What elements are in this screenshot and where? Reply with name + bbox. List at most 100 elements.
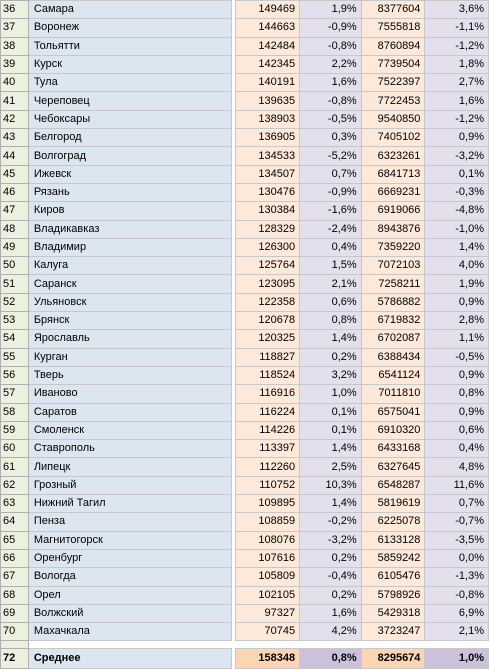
salary-fund-cell[interactable]: 6323261 [360,146,426,166]
population-cell[interactable]: 107616 [235,548,301,569]
table-row[interactable]: 60 Ставрополь 113397 1,4% 6433168 0,4% [0,439,489,459]
population-change-cell[interactable]: 4,2% [299,622,362,642]
salary-fund-cell[interactable]: 5798926 [360,585,426,605]
population-cell[interactable]: 144663 [235,18,301,38]
population-cell[interactable]: 120678 [235,311,301,331]
table-row[interactable]: 46 Рязань 130476 -0,9% 6669231 -0,3% [0,182,489,203]
salary-fund-cell[interactable]: 7739504 [360,54,426,75]
city-cell[interactable]: Калуга [27,256,232,276]
salary-change-cell[interactable]: 4,0% [424,256,489,276]
row-header[interactable]: 44 [0,146,29,166]
population-change-cell[interactable]: 1,4% [299,494,362,514]
city-cell[interactable]: Смоленск [27,420,232,441]
population-change-cell[interactable]: 0,3% [299,128,362,148]
population-change-cell[interactable]: -0,5% [299,109,362,130]
salary-fund-cell[interactable]: 6841713 [360,164,426,184]
salary-fund-cell[interactable]: 7522397 [360,73,426,93]
row-header[interactable]: 42 [0,109,29,130]
salary-change-cell[interactable]: -3,2% [424,146,489,166]
salary-change-cell[interactable]: 1,4% [424,237,489,258]
population-cell[interactable]: 134507 [235,164,301,184]
population-change-cell[interactable]: -0,2% [299,512,362,532]
population-change-cell[interactable]: -0,8% [299,36,362,56]
table-row[interactable]: 43 Белгород 136905 0,3% 7405102 0,9% [0,128,489,148]
row-header[interactable]: 46 [0,182,29,203]
city-cell[interactable]: Оренбург [27,548,232,569]
table-row[interactable]: 70 Махачкала 70745 4,2% 3723247 2,1% [0,622,489,642]
row-header[interactable]: 49 [0,237,29,258]
population-change-cell[interactable]: 1,0% [299,384,362,404]
city-cell[interactable]: Липецк [27,457,232,477]
salary-change-cell[interactable]: 1,0% [424,648,489,670]
row-header[interactable]: 41 [0,91,29,111]
table-row[interactable]: 65 Магнитогорск 108076 -3,2% 6133128 -3,5% [0,530,489,550]
city-cell[interactable]: Киров [27,201,232,221]
population-change-cell[interactable]: -1,6% [299,201,362,221]
salary-change-cell[interactable]: 0,9% [424,365,489,386]
population-change-cell[interactable]: 1,6% [299,73,362,93]
row-header[interactable]: 69 [0,603,29,624]
salary-change-cell[interactable]: 0,7% [424,494,489,514]
population-change-cell[interactable]: -5,2% [299,146,362,166]
salary-change-cell[interactable]: 11,6% [424,475,489,496]
salary-fund-cell[interactable]: 6575041 [360,402,426,422]
city-cell[interactable]: Белгород [27,128,232,148]
population-change-cell[interactable]: 0,2% [299,585,362,605]
city-cell[interactable]: Среднее [27,648,232,670]
salary-fund-cell[interactable]: 6919066 [360,201,426,221]
row-header[interactable]: 64 [0,512,29,532]
population-cell[interactable]: 149469 [235,0,301,20]
table-row[interactable]: 50 Калуга 125764 1,5% 7072103 4,0% [0,256,489,276]
salary-change-cell[interactable]: 6,9% [424,603,489,624]
population-cell[interactable]: 108076 [235,530,301,550]
city-cell[interactable]: Саранск [27,274,232,294]
salary-change-cell[interactable]: -1,3% [424,567,489,587]
row-header[interactable]: 67 [0,567,29,587]
salary-change-cell[interactable]: 0,4% [424,439,489,459]
population-cell[interactable]: 158348 [235,648,301,670]
population-change-cell[interactable]: -3,2% [299,530,362,550]
salary-change-cell[interactable]: 0,0% [424,548,489,569]
salary-fund-cell[interactable]: 8377604 [360,0,426,20]
salary-change-cell[interactable]: -0,5% [424,347,489,367]
population-change-cell[interactable]: 0,8% [299,311,362,331]
salary-change-cell[interactable]: 0,9% [424,292,489,313]
population-change-cell[interactable]: 1,9% [299,0,362,20]
salary-fund-cell[interactable]: 6910320 [360,420,426,441]
empty-cell[interactable] [361,640,425,650]
row-header[interactable]: 45 [0,164,29,184]
salary-fund-cell[interactable]: 5859242 [360,548,426,569]
table-row[interactable]: 69 Волжский 97327 1,6% 5429318 6,9% [0,603,489,624]
row-header[interactable]: 62 [0,475,29,496]
salary-change-cell[interactable]: 1,1% [424,329,489,349]
city-cell[interactable]: Грозный [27,475,232,496]
table-row[interactable]: 66 Оренбург 107616 0,2% 5859242 0,0% [0,548,489,569]
table-row[interactable]: 53 Брянск 120678 0,8% 6719832 2,8% [0,311,489,331]
salary-fund-cell[interactable]: 7258211 [360,274,426,294]
city-cell[interactable]: Тула [27,73,232,93]
population-cell[interactable]: 110752 [235,475,301,496]
salary-change-cell[interactable]: -1,1% [424,18,489,38]
table-row[interactable]: 48 Владикавказ 128329 -2,4% 8943876 -1,0% [0,219,489,239]
salary-fund-cell[interactable]: 6433168 [360,439,426,459]
table-row[interactable]: 61 Липецк 112260 2,5% 6327645 4,8% [0,457,489,477]
salary-fund-cell[interactable]: 6548287 [360,475,426,496]
city-cell[interactable]: Волгоград [27,146,232,166]
average-row[interactable]: 72 Среднее 158348 0,8% 8295674 1,0% [0,648,489,670]
population-change-cell[interactable]: -0,9% [299,18,362,38]
salary-fund-cell[interactable]: 7072103 [360,256,426,276]
salary-change-cell[interactable]: 4,8% [424,457,489,477]
salary-fund-cell[interactable]: 5429318 [360,603,426,624]
population-change-cell[interactable]: -2,4% [299,219,362,239]
population-cell[interactable]: 130476 [235,182,301,203]
empty-cell[interactable] [231,640,236,649]
salary-fund-cell[interactable]: 6669231 [360,182,426,203]
salary-change-cell[interactable]: 0,9% [424,402,489,422]
table-row[interactable]: 39 Курск 142345 2,2% 7739504 1,8% [0,54,489,75]
population-cell[interactable]: 116916 [235,384,301,404]
salary-change-cell[interactable]: -0,3% [424,182,489,203]
row-header[interactable]: 66 [0,548,29,569]
population-cell[interactable]: 70745 [235,622,301,642]
row-header[interactable]: 53 [0,311,29,331]
table-row[interactable]: 57 Иваново 116916 1,0% 7011810 0,8% [0,384,489,404]
